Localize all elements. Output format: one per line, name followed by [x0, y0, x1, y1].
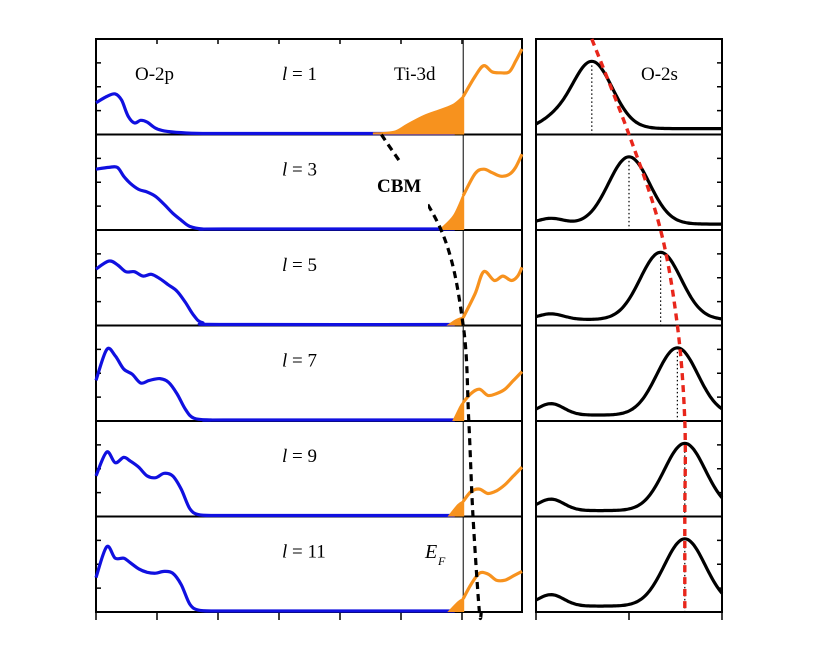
o2p-curve — [95, 165, 455, 231]
l-symbol: l — [282, 255, 287, 276]
ti3d-label: Ti-3d — [394, 64, 436, 85]
l-value: = 3 — [287, 160, 317, 181]
o2p-curve — [94, 450, 455, 518]
o2s-label: O-2s — [641, 64, 678, 85]
ti3d-filled-region — [447, 596, 465, 612]
o2p-curve — [94, 544, 455, 613]
cbm-label: CBM — [377, 176, 421, 197]
ti3d-curve — [461, 48, 524, 98]
right-panel-frames — [535, 38, 723, 620]
fermi-level-label: E F — [424, 541, 446, 568]
ef-label-sub: F — [437, 554, 446, 568]
o2p-curve — [95, 259, 455, 327]
o2s-curve — [535, 250, 723, 322]
cbm-trend-line — [380, 133, 483, 620]
ti3d-curve — [461, 466, 524, 503]
ti3d-filled-region — [447, 499, 465, 517]
l-value: = 1 — [287, 64, 317, 85]
dos-curves — [94, 48, 724, 613]
l-symbol: l — [282, 542, 287, 563]
ti3d-filled-region — [372, 94, 465, 135]
overlays — [380, 38, 688, 620]
l-label: l = 3 — [282, 160, 317, 181]
l-value: = 5 — [287, 255, 317, 276]
cbm-label-background — [364, 163, 428, 210]
l-label: l = 9 — [282, 446, 317, 467]
o2s-curve — [535, 59, 722, 131]
o2p-curve — [94, 346, 455, 422]
l-value: = 11 — [287, 542, 326, 563]
o2s-curve — [535, 441, 724, 513]
ti3d-curve — [461, 569, 523, 600]
ti3d-filled-region — [438, 195, 465, 230]
l-value: = 7 — [287, 351, 317, 372]
l-symbol: l — [282, 160, 287, 181]
ti3d-filled-region — [452, 399, 465, 421]
o2s-curve — [535, 537, 724, 608]
ef-label-main: E — [424, 541, 437, 563]
l-label: l = 1 — [282, 64, 317, 85]
ti3d-filled-region — [446, 316, 465, 326]
l-value: = 9 — [287, 446, 317, 467]
l-symbol: l — [282, 64, 287, 85]
o2s-curve — [535, 346, 723, 417]
o2s-trend-line — [590, 38, 688, 612]
o2p-label: O-2p — [135, 64, 174, 85]
l-symbol: l — [282, 446, 287, 467]
ti3d-curve — [461, 370, 524, 404]
o2s-curve — [535, 155, 722, 226]
l-labels: l = 1l = 3l = 5l = 7l = 9l = 11 — [282, 64, 326, 563]
ti3d-curve — [461, 153, 524, 197]
ti3d-curve — [461, 266, 524, 319]
l-label: l = 11 — [282, 542, 326, 563]
l-symbol: l — [282, 351, 287, 372]
l-label: l = 5 — [282, 255, 317, 276]
o2p-curve — [95, 92, 455, 136]
l-label: l = 7 — [282, 351, 317, 372]
